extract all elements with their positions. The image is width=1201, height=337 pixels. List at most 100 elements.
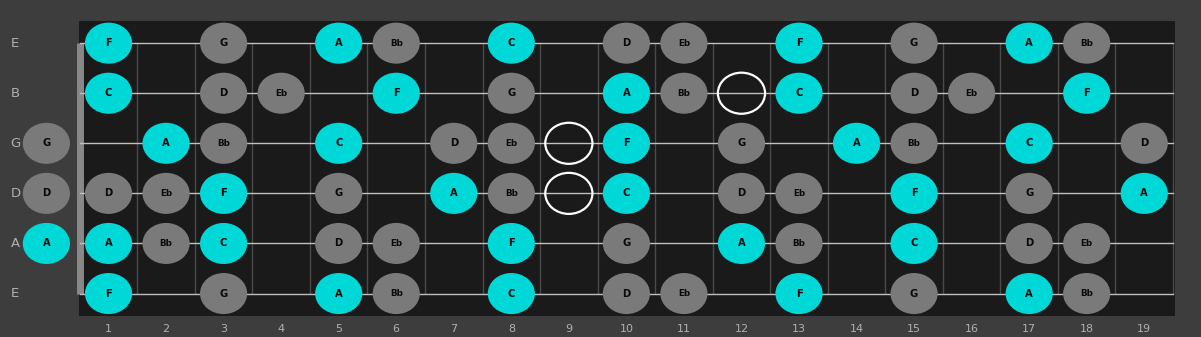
Text: F: F — [220, 188, 227, 198]
Ellipse shape — [23, 173, 70, 214]
Ellipse shape — [890, 73, 938, 114]
Text: C: C — [508, 38, 515, 48]
Text: C: C — [508, 288, 515, 299]
Text: A: A — [622, 88, 631, 98]
Text: G: G — [507, 88, 515, 98]
Text: F: F — [106, 288, 112, 299]
Text: C: C — [622, 188, 631, 198]
Text: G: G — [335, 188, 342, 198]
Ellipse shape — [776, 273, 823, 314]
Ellipse shape — [1121, 173, 1167, 214]
Ellipse shape — [372, 223, 420, 264]
Ellipse shape — [890, 273, 938, 314]
Text: Eb: Eb — [390, 239, 402, 248]
Text: G: G — [622, 239, 631, 248]
Text: 14: 14 — [849, 324, 864, 334]
Text: G: G — [220, 288, 228, 299]
Text: 6: 6 — [393, 324, 400, 334]
Text: C: C — [104, 88, 112, 98]
Text: Eb: Eb — [160, 189, 172, 198]
Ellipse shape — [143, 173, 190, 214]
Text: 12: 12 — [734, 324, 748, 334]
Text: D: D — [622, 38, 631, 48]
Ellipse shape — [315, 173, 363, 214]
Text: C: C — [910, 239, 918, 248]
Text: A: A — [104, 239, 113, 248]
Ellipse shape — [430, 123, 477, 164]
Ellipse shape — [1005, 273, 1053, 314]
Text: 16: 16 — [964, 324, 979, 334]
Ellipse shape — [1063, 273, 1110, 314]
Ellipse shape — [143, 223, 190, 264]
Text: D: D — [622, 288, 631, 299]
Text: F: F — [106, 38, 112, 48]
Text: 13: 13 — [791, 324, 806, 334]
Ellipse shape — [488, 73, 534, 114]
Text: G: G — [910, 288, 919, 299]
Ellipse shape — [1005, 173, 1053, 214]
Ellipse shape — [257, 73, 305, 114]
Text: 15: 15 — [907, 324, 921, 334]
Text: D: D — [104, 188, 113, 198]
Text: D: D — [1140, 138, 1148, 148]
Text: F: F — [795, 38, 802, 48]
Text: E: E — [11, 287, 19, 300]
Text: 19: 19 — [1137, 324, 1152, 334]
Ellipse shape — [372, 23, 420, 64]
Text: Eb: Eb — [966, 89, 978, 98]
Text: Eb: Eb — [1081, 239, 1093, 248]
Ellipse shape — [1005, 123, 1053, 164]
Text: Bb: Bb — [504, 189, 518, 198]
Text: Bb: Bb — [793, 239, 806, 248]
Text: G: G — [1024, 188, 1033, 198]
Ellipse shape — [315, 23, 363, 64]
Text: F: F — [795, 288, 802, 299]
Ellipse shape — [1063, 73, 1110, 114]
Ellipse shape — [315, 123, 363, 164]
Text: D: D — [335, 239, 342, 248]
Text: Eb: Eb — [793, 189, 805, 198]
Ellipse shape — [488, 123, 534, 164]
Text: B: B — [11, 87, 20, 100]
Ellipse shape — [890, 173, 938, 214]
Ellipse shape — [1121, 123, 1167, 164]
Ellipse shape — [603, 123, 650, 164]
Ellipse shape — [890, 223, 938, 264]
Text: Eb: Eb — [506, 139, 518, 148]
Text: Bb: Bb — [160, 239, 173, 248]
Text: D: D — [449, 138, 458, 148]
Ellipse shape — [948, 73, 996, 114]
Ellipse shape — [1063, 23, 1110, 64]
Ellipse shape — [661, 23, 707, 64]
Text: 3: 3 — [220, 324, 227, 334]
Ellipse shape — [488, 223, 534, 264]
Text: 8: 8 — [508, 324, 515, 334]
Ellipse shape — [603, 223, 650, 264]
Ellipse shape — [776, 223, 823, 264]
Ellipse shape — [776, 173, 823, 214]
Text: 2: 2 — [162, 324, 169, 334]
Text: Eb: Eb — [677, 39, 691, 48]
Text: A: A — [11, 237, 20, 250]
Ellipse shape — [85, 173, 132, 214]
Text: Bb: Bb — [1080, 289, 1093, 298]
Ellipse shape — [661, 73, 707, 114]
Text: G: G — [910, 38, 919, 48]
Ellipse shape — [488, 273, 534, 314]
Ellipse shape — [23, 223, 70, 264]
Ellipse shape — [201, 223, 247, 264]
Text: D: D — [737, 188, 746, 198]
Text: D: D — [11, 187, 20, 200]
Text: G: G — [737, 138, 746, 148]
Ellipse shape — [85, 23, 132, 64]
Ellipse shape — [603, 73, 650, 114]
Text: 18: 18 — [1080, 324, 1094, 334]
Ellipse shape — [315, 273, 363, 314]
Text: F: F — [910, 188, 918, 198]
Text: A: A — [737, 239, 746, 248]
Text: C: C — [335, 138, 342, 148]
Text: 10: 10 — [620, 324, 633, 334]
Text: A: A — [1026, 288, 1033, 299]
Ellipse shape — [488, 173, 534, 214]
Text: 5: 5 — [335, 324, 342, 334]
